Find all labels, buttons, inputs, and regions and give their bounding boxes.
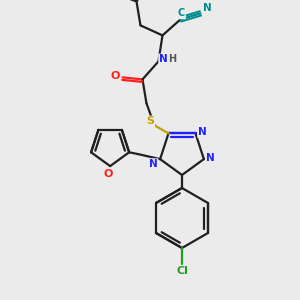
Text: H: H [168, 54, 176, 64]
Text: Cl: Cl [176, 266, 188, 276]
Text: C: C [178, 8, 185, 18]
Text: S: S [146, 116, 154, 126]
Text: N: N [159, 54, 168, 64]
Text: O: O [111, 71, 120, 81]
Text: N: N [206, 153, 215, 163]
Text: N: N [149, 159, 158, 169]
Text: N: N [203, 3, 212, 14]
Text: N: N [198, 128, 207, 137]
Text: O: O [103, 169, 113, 179]
